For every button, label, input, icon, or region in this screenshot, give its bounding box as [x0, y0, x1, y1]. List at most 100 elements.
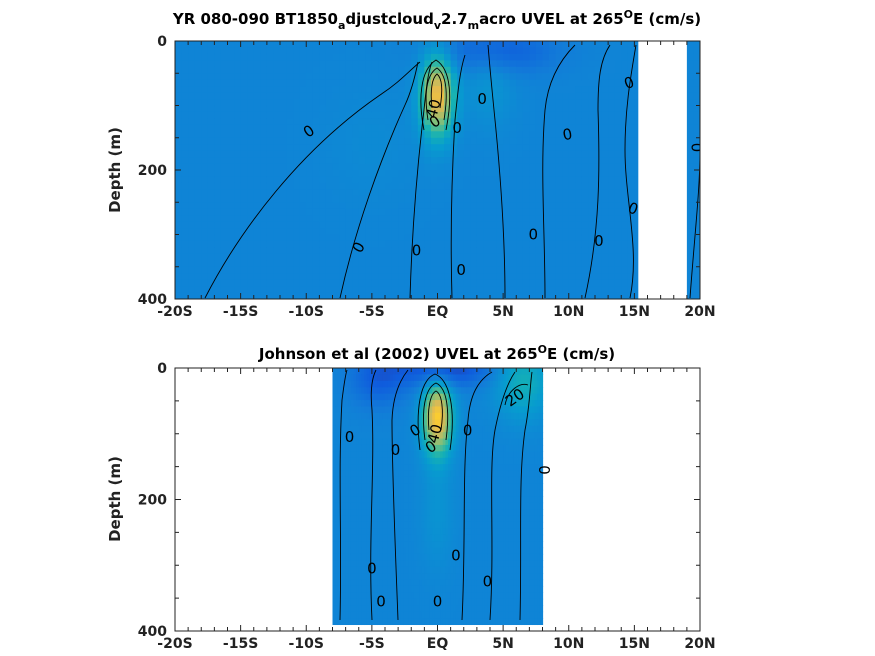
- field-cell: [280, 41, 288, 49]
- field-cell: [374, 592, 378, 600]
- field-cell: [413, 380, 418, 388]
- field-cell: [340, 406, 344, 414]
- field-cell: [385, 438, 389, 446]
- field-cell: [366, 464, 370, 472]
- field-cell: [201, 66, 209, 74]
- field-cell: [369, 618, 373, 626]
- field-cell: [430, 53, 439, 61]
- field-cell: [398, 286, 406, 294]
- field-cell: [379, 380, 383, 388]
- field-cell: [214, 253, 222, 261]
- field-cell: [175, 99, 183, 107]
- field-cell: [562, 150, 570, 158]
- field-cell: [581, 105, 590, 113]
- field-cell: [286, 53, 294, 61]
- field-cell: [319, 53, 327, 61]
- field-cell: [496, 47, 504, 55]
- field-cell: [411, 150, 419, 158]
- field-cell: [371, 60, 380, 68]
- field-cell: [562, 273, 570, 281]
- field-cell: [395, 509, 399, 517]
- field-cell: [588, 118, 596, 126]
- field-cell: [369, 400, 373, 408]
- field-cell: [266, 118, 275, 126]
- field-cell: [429, 380, 433, 388]
- field-cell: [353, 521, 357, 529]
- field-cell: [395, 476, 399, 484]
- field-cell: [424, 412, 428, 420]
- field-cell: [382, 592, 386, 600]
- field-cell: [509, 176, 517, 184]
- field-cell: [421, 400, 425, 408]
- field-cell: [312, 66, 320, 74]
- field-cell: [385, 451, 389, 459]
- field-cell: [562, 131, 570, 139]
- field-cell: [444, 105, 452, 113]
- field-cell: [476, 53, 485, 61]
- field-cell: [621, 73, 629, 81]
- field-cell: [260, 111, 268, 119]
- field-cell: [483, 253, 491, 261]
- field-cell: [575, 260, 583, 268]
- field-cell: [627, 202, 635, 210]
- field-cell: [280, 292, 288, 299]
- field-cell: [608, 124, 616, 132]
- field-cell: [194, 286, 202, 294]
- field-cell: [345, 105, 353, 113]
- field-cell: [352, 253, 360, 261]
- field-cell: [496, 163, 504, 171]
- field-cell: [220, 60, 229, 68]
- field-cell: [411, 53, 419, 61]
- field-cell: [529, 150, 537, 158]
- field-cell: [337, 605, 341, 613]
- field-cell: [601, 292, 609, 299]
- field-cell: [549, 215, 557, 223]
- field-cell: [516, 131, 524, 139]
- field-cell: [319, 286, 327, 294]
- field-cell: [398, 202, 406, 210]
- field-cell: [352, 182, 360, 190]
- field-cell: [483, 292, 491, 299]
- field-cell: [286, 266, 294, 274]
- field-cell: [379, 400, 383, 408]
- field-cell: [601, 41, 609, 49]
- field-cell: [421, 425, 425, 433]
- field-cell: [417, 215, 425, 223]
- field-cell: [555, 157, 563, 165]
- field-cell: [266, 240, 275, 248]
- field-cell: [343, 489, 347, 497]
- field-cell: [516, 150, 524, 158]
- contour-label: 0: [477, 90, 487, 108]
- field-cell: [568, 73, 576, 81]
- field-cell: [387, 521, 391, 529]
- field-cell: [353, 476, 357, 484]
- field-cell: [234, 157, 242, 165]
- field-cell: [387, 566, 391, 574]
- field-cell: [686, 170, 695, 178]
- field-cell: [340, 605, 344, 613]
- field-cell: [371, 368, 376, 376]
- field-cell: [345, 374, 349, 382]
- field-cell: [343, 585, 347, 593]
- field-cell: [188, 176, 196, 184]
- field-cell: [575, 189, 583, 197]
- field-cell: [483, 150, 491, 158]
- field-cell: [483, 92, 491, 100]
- field-cell: [361, 425, 365, 433]
- field-cell: [693, 53, 700, 61]
- field-cell: [365, 118, 373, 126]
- field-cell: [343, 419, 347, 427]
- field-cell: [398, 182, 406, 190]
- field-cell: [371, 515, 376, 523]
- field-cell: [214, 144, 222, 152]
- field-cell: [549, 99, 557, 107]
- field-cell: [490, 41, 498, 49]
- field-cell: [575, 273, 583, 281]
- field-cell: [348, 451, 352, 459]
- field-cell: [325, 247, 334, 255]
- field-cell: [400, 496, 404, 504]
- field-cell: [181, 292, 189, 299]
- field-cell: [601, 234, 609, 242]
- field-cell: [332, 534, 336, 542]
- field-cell: [516, 202, 524, 210]
